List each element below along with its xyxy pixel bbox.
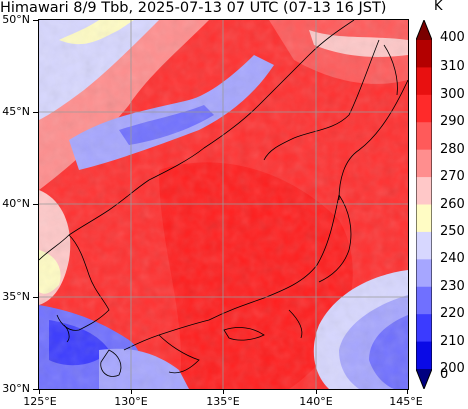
colorbar-label: 230 — [440, 278, 465, 294]
colorbar-segment — [416, 369, 432, 389]
lat-tick — [33, 389, 38, 390]
lat-label-50: 50°N — [2, 13, 30, 26]
colorbar-segment — [416, 149, 432, 178]
colorbar-label: 240 — [440, 251, 465, 267]
colorbar-segment — [416, 286, 432, 315]
coastlines — [39, 20, 408, 377]
lon-label-125: 125°E — [23, 395, 57, 408]
colorbar-segment — [416, 177, 432, 205]
lon-label-145: 145°E — [389, 395, 423, 408]
colorbar-segment — [416, 204, 432, 233]
lat-tick — [33, 297, 38, 298]
colorbar-label: 260 — [440, 196, 465, 212]
lon-label-130: 130°E — [114, 395, 148, 408]
colorbar-label: 290 — [440, 114, 465, 130]
lon-label-140: 140°E — [299, 395, 333, 408]
lon-tick — [39, 389, 40, 394]
lat-tick — [33, 20, 38, 21]
colorbar-segment — [416, 259, 432, 288]
colorbar-label: 400 — [440, 30, 465, 45]
colorbar-label: 250 — [440, 223, 465, 239]
colorbar-segment — [416, 314, 432, 343]
satellite-map — [39, 20, 408, 389]
lon-label-135: 135°E — [206, 395, 240, 408]
lat-label-35: 35°N — [2, 290, 30, 303]
lon-tick — [316, 389, 317, 394]
colorbar-segment — [416, 40, 432, 68]
colorbar-unit: K — [434, 0, 443, 14]
gridlines — [39, 20, 408, 389]
colorbar-segments — [416, 20, 432, 389]
colorbar-segment — [416, 67, 432, 96]
lon-tick — [223, 389, 224, 394]
lat-tick — [33, 112, 38, 113]
colorbar-label: 270 — [440, 169, 465, 185]
colorbar-label: 0 — [440, 367, 449, 382]
colorbar-segment — [416, 231, 432, 260]
map-title: Himawari 8/9 Tbb, 2025-07-13 07 UTC (07-… — [0, 0, 387, 16]
lat-label-45: 45°N — [2, 105, 30, 118]
lat-tick — [33, 204, 38, 205]
colorbar-segment — [416, 341, 432, 370]
colorbar-segment — [416, 94, 432, 123]
colorbar-label: 280 — [440, 141, 465, 157]
lat-label-40: 40°N — [2, 197, 30, 210]
lon-tick — [407, 389, 408, 394]
noise-texture — [39, 20, 408, 389]
colorbar — [416, 20, 432, 389]
colorbar-label: 310 — [440, 59, 465, 75]
lon-tick — [131, 389, 132, 394]
colorbar-segment — [416, 20, 432, 40]
colorbar-label: 300 — [440, 86, 465, 102]
colorbar-label: 210 — [440, 333, 465, 349]
lat-label-30: 30°N — [2, 382, 30, 395]
colorbar-label: 220 — [440, 306, 465, 322]
colorbar-label: 200 — [440, 361, 465, 376]
colorbar-segment — [416, 122, 432, 151]
